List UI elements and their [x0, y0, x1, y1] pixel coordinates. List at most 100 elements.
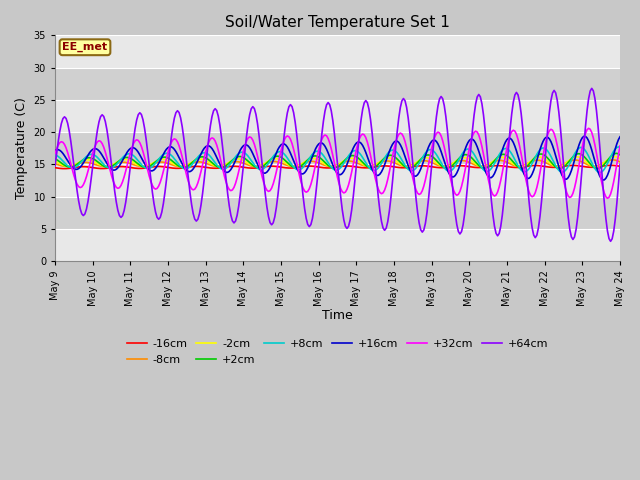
+16cm [67, 163, 75, 168]
+2cm [594, 166, 602, 171]
+32cm [585, 125, 593, 131]
-8cm [394, 161, 401, 167]
-16cm [158, 164, 166, 169]
+32cm [373, 181, 381, 187]
-16cm [68, 165, 76, 171]
Line: +2cm: +2cm [55, 154, 620, 168]
Line: -2cm: -2cm [55, 156, 620, 167]
-2cm [404, 164, 412, 169]
Legend: -16cm, -8cm, -2cm, +2cm, +8cm, +16cm, +32cm, +64cm: -16cm, -8cm, -2cm, +2cm, +8cm, +16cm, +3… [122, 335, 552, 369]
+8cm [392, 148, 399, 154]
Title: Soil/Water Temperature Set 1: Soil/Water Temperature Set 1 [225, 15, 450, 30]
+64cm [616, 161, 624, 167]
-16cm [394, 165, 401, 170]
Line: +16cm: +16cm [55, 136, 620, 180]
Bar [55, 68, 620, 100]
+2cm [616, 152, 624, 158]
+32cm [604, 195, 611, 201]
-16cm [607, 162, 614, 168]
+8cm [547, 154, 555, 159]
-2cm [51, 158, 59, 164]
-8cm [68, 163, 76, 168]
+32cm [392, 140, 399, 145]
-2cm [591, 164, 599, 170]
+2cm [67, 164, 75, 170]
-2cm [373, 161, 381, 167]
+8cm [67, 165, 75, 170]
-16cm [406, 164, 413, 170]
+32cm [404, 152, 412, 158]
Text: EE_met: EE_met [63, 42, 108, 52]
+32cm [616, 143, 624, 149]
+2cm [51, 156, 59, 162]
Bar [55, 100, 620, 132]
-8cm [548, 163, 556, 168]
Bar [55, 165, 620, 197]
+8cm [616, 144, 624, 150]
-2cm [616, 156, 624, 161]
Line: -8cm: -8cm [55, 160, 620, 167]
+16cm [599, 177, 607, 183]
+64cm [547, 97, 555, 103]
+8cm [373, 167, 381, 172]
+16cm [156, 157, 164, 163]
Line: -16cm: -16cm [55, 165, 620, 168]
+32cm [156, 180, 164, 185]
Line: +64cm: +64cm [55, 88, 620, 241]
-2cm [67, 163, 75, 169]
+8cm [51, 152, 59, 158]
+64cm [51, 163, 59, 168]
+64cm [588, 85, 596, 91]
+2cm [156, 156, 164, 161]
+8cm [596, 169, 604, 175]
-8cm [374, 160, 382, 166]
+64cm [607, 239, 614, 244]
-8cm [406, 163, 413, 168]
+32cm [67, 161, 75, 167]
-8cm [608, 157, 616, 163]
-8cm [158, 159, 166, 165]
-16cm [374, 164, 382, 169]
-8cm [62, 164, 70, 169]
X-axis label: Time: Time [322, 309, 353, 322]
-16cm [548, 165, 556, 170]
-8cm [616, 159, 624, 165]
+16cm [547, 139, 555, 144]
Bar [55, 36, 620, 68]
-16cm [61, 166, 68, 171]
+16cm [404, 163, 412, 168]
+64cm [404, 115, 412, 120]
+32cm [547, 126, 555, 132]
+16cm [373, 172, 381, 178]
Bar [55, 132, 620, 165]
+32cm [51, 151, 59, 156]
+16cm [580, 133, 588, 139]
+16cm [51, 147, 59, 153]
-8cm [51, 161, 59, 167]
-2cm [392, 158, 399, 164]
-2cm [610, 154, 618, 159]
Bar [55, 197, 620, 229]
Y-axis label: Temperature (C): Temperature (C) [15, 97, 28, 199]
+2cm [373, 163, 381, 168]
-2cm [547, 161, 555, 167]
+2cm [547, 159, 555, 165]
+2cm [613, 151, 621, 156]
+8cm [614, 144, 622, 150]
+8cm [156, 155, 164, 160]
Line: +32cm: +32cm [55, 128, 620, 198]
Line: +8cm: +8cm [55, 147, 620, 172]
+64cm [67, 138, 75, 144]
Bar [55, 229, 620, 261]
+16cm [392, 138, 399, 144]
+2cm [404, 165, 412, 171]
+64cm [373, 179, 381, 185]
+64cm [392, 145, 399, 151]
+8cm [404, 167, 412, 172]
-16cm [51, 165, 59, 170]
-2cm [156, 156, 164, 162]
+16cm [616, 134, 624, 140]
+64cm [156, 215, 164, 220]
-16cm [616, 163, 624, 169]
+2cm [392, 155, 399, 160]
